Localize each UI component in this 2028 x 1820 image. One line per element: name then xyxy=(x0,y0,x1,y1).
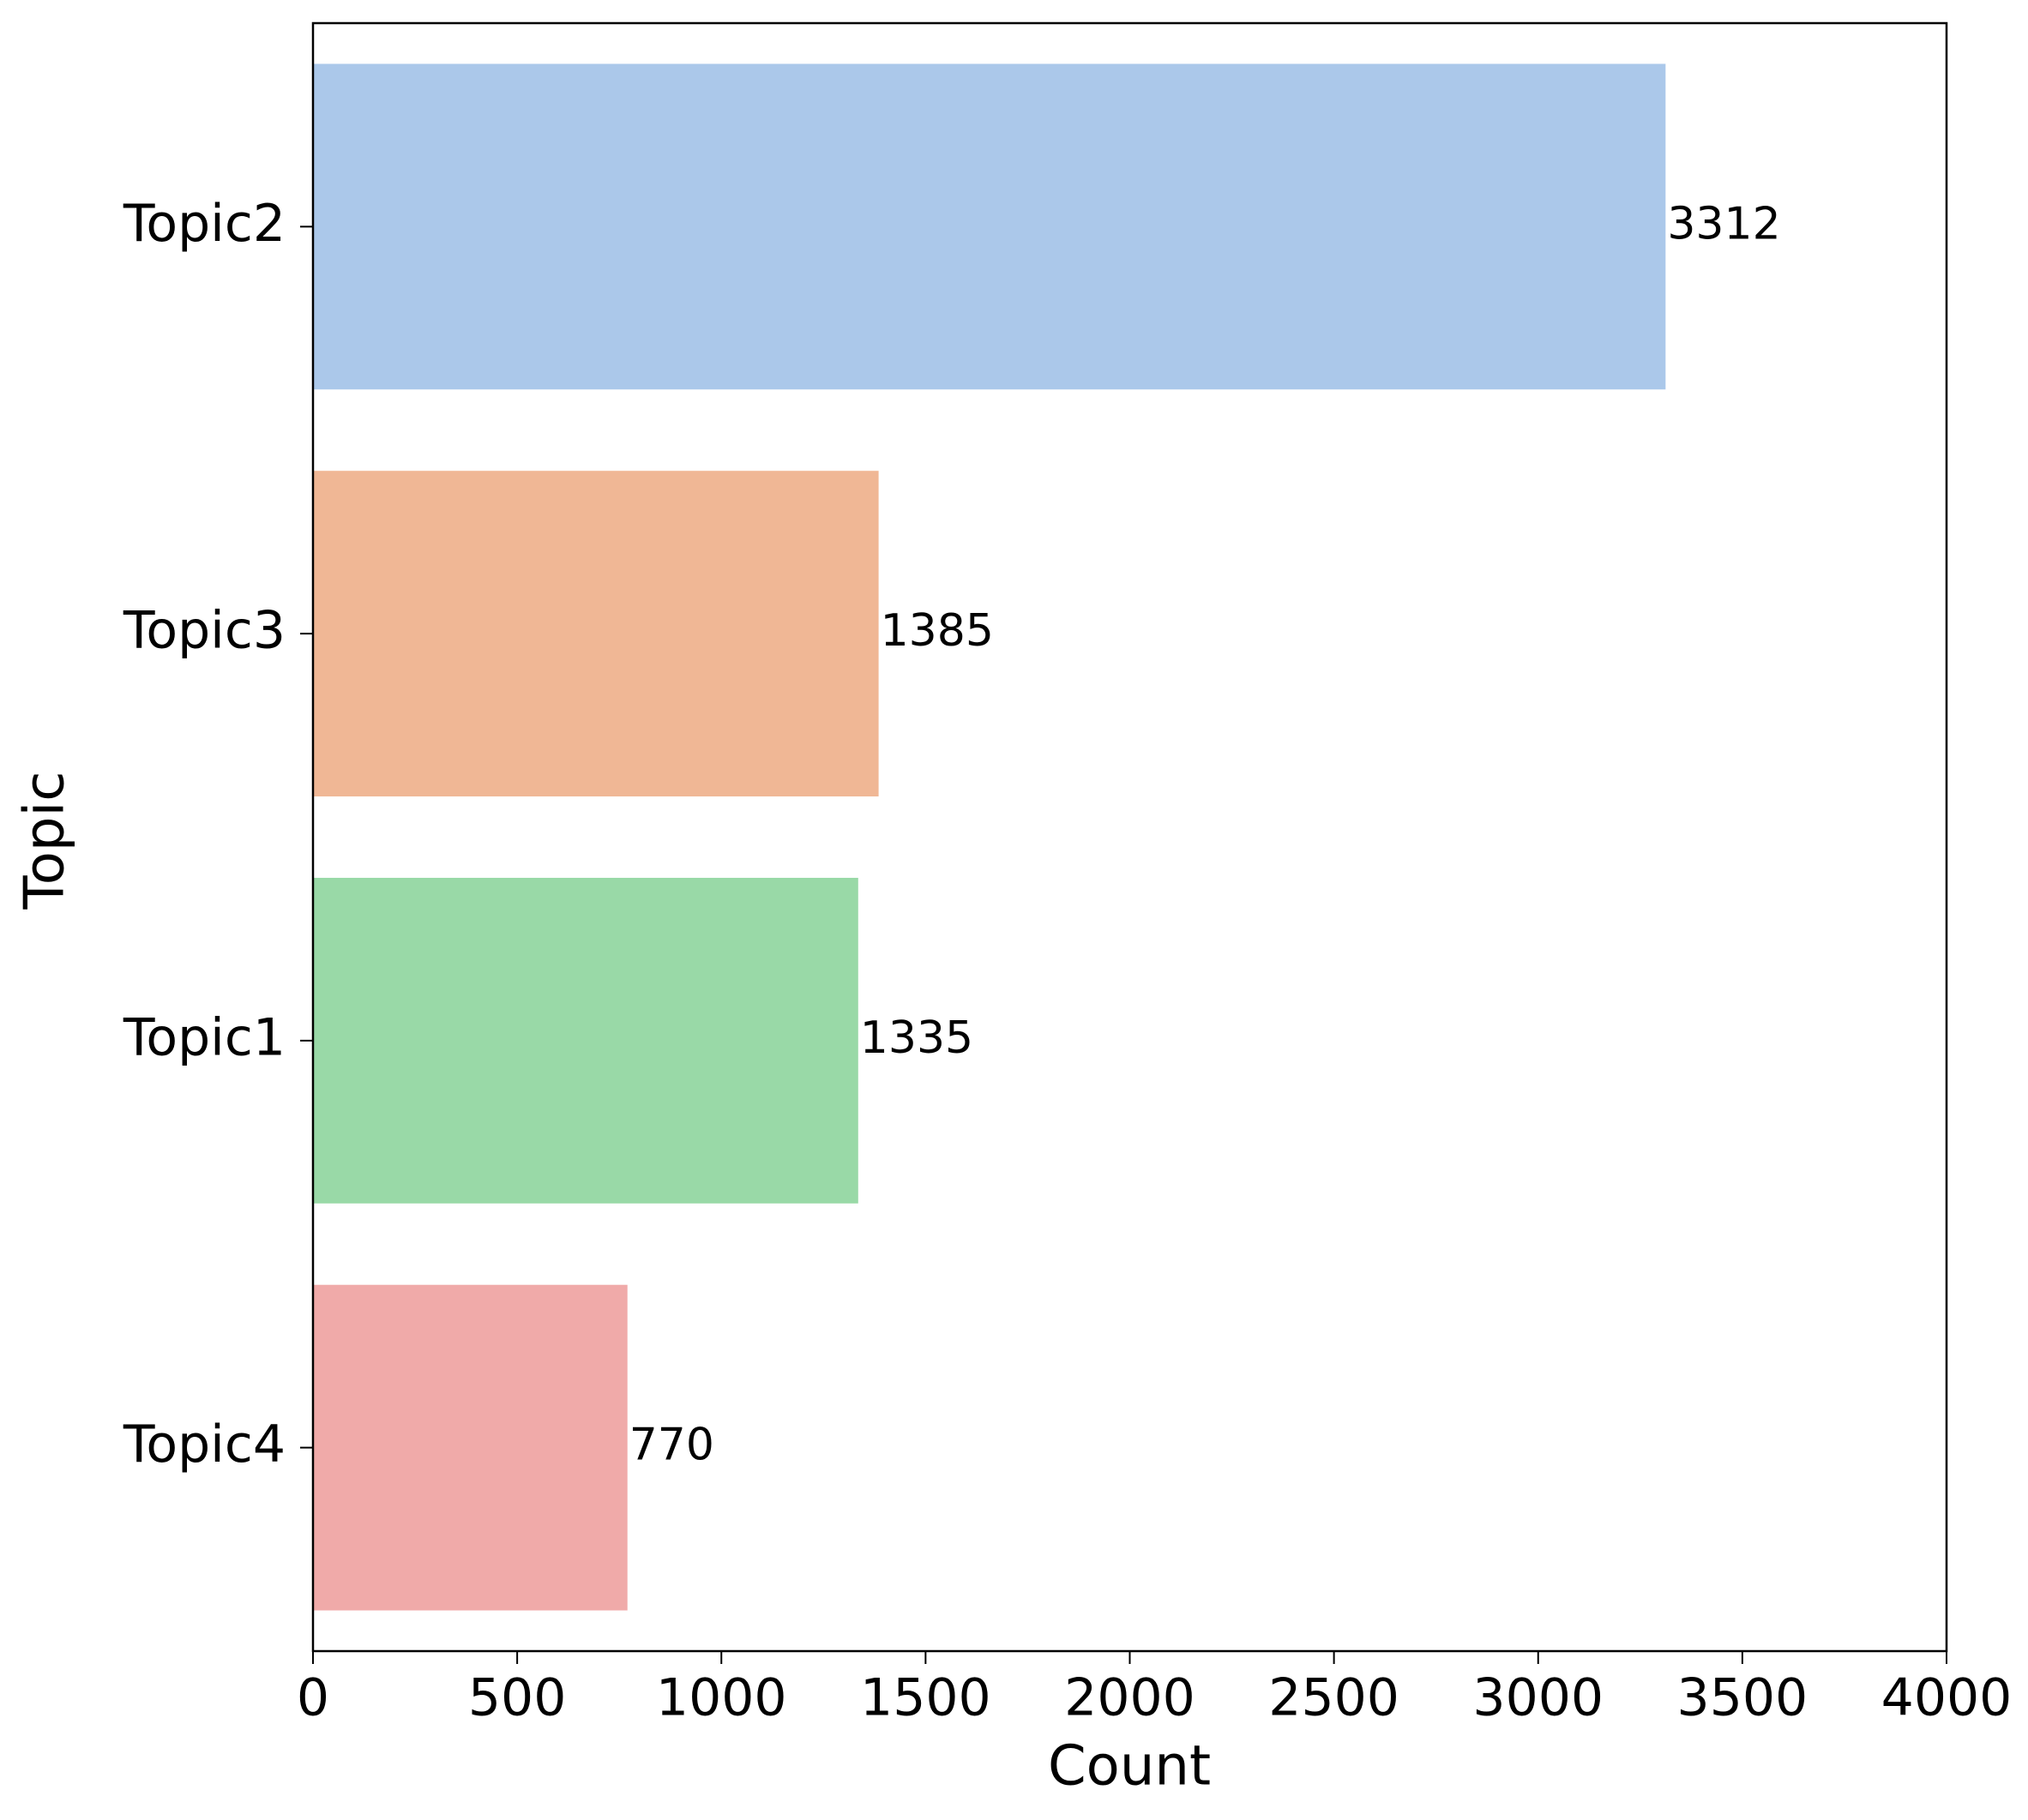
x-tick-label: 1000 xyxy=(656,1668,787,1728)
x-tick-label: 0 xyxy=(297,1668,329,1728)
data-label: 770 xyxy=(629,1420,714,1471)
x-tick-label: 4000 xyxy=(1881,1668,2013,1728)
bar xyxy=(313,471,879,797)
data-label: 3312 xyxy=(1667,198,1780,249)
data-label: 1335 xyxy=(860,1012,973,1064)
bar xyxy=(313,877,858,1204)
bar xyxy=(313,1284,628,1611)
x-tick-label: 3500 xyxy=(1677,1668,1808,1728)
y-axis-label: Topic xyxy=(14,772,77,910)
y-tick-label: Topic2 xyxy=(123,194,286,254)
y-tick-label: Topic4 xyxy=(123,1415,286,1475)
x-tick-label: 2000 xyxy=(1064,1668,1195,1728)
data-label: 1385 xyxy=(881,605,994,657)
plot-frame xyxy=(311,21,1948,1653)
x-tick-label: 1500 xyxy=(860,1668,991,1728)
y-tick-label: Topic1 xyxy=(123,1007,286,1067)
x-axis-label: Count xyxy=(1048,1735,1211,1799)
y-tick-label: Topic3 xyxy=(123,601,286,661)
x-tick-label: 500 xyxy=(468,1668,567,1728)
x-tick-label: 3000 xyxy=(1472,1668,1604,1728)
x-tick-label: 2500 xyxy=(1268,1668,1399,1728)
bar xyxy=(313,63,1666,390)
